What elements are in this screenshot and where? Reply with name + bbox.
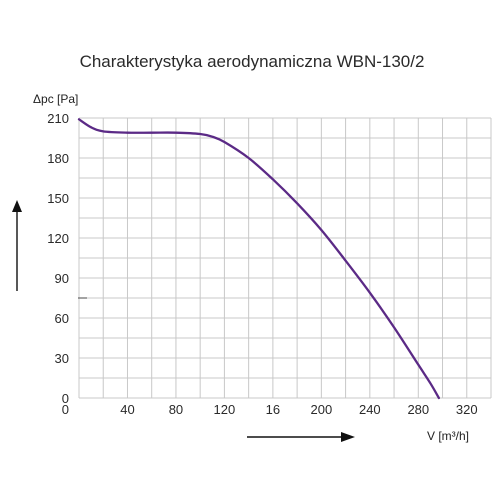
y-axis-label: Δpc [Pa] [33,92,78,106]
x-arrow-head [341,432,355,442]
y-arrow-head [12,200,22,212]
chart-title: Charakterystyka aerodynamiczna WBN-130/2 [80,52,425,71]
x-tick-labels: 0 40 80 120 16 200 240 280 320 [62,402,478,417]
y-tick-label: 90 [55,271,69,286]
grid [78,117,492,399]
y-tick-label: 180 [47,151,69,166]
series-line [77,118,441,400]
x-tick-label: 40 [120,402,134,417]
y-tick-labels: 0 30 60 90 120 150 180 210 [47,111,69,406]
series-layer [77,118,441,400]
y-tick-label: 210 [47,111,69,126]
x-tick-label: 280 [407,402,429,417]
x-tick-label: 240 [359,402,381,417]
x-tick-label: 0 [62,402,69,417]
y-tick-label: 150 [47,191,69,206]
x-tick-label: 200 [311,402,333,417]
x-tick-label: 16 [266,402,280,417]
y-tick-label: 60 [55,311,69,326]
y-direction-arrow [12,200,22,291]
x-tick-label: 80 [169,402,183,417]
y-tick-label: 120 [47,231,69,246]
y-tick-label: 30 [55,351,69,366]
x-tick-label: 120 [214,402,236,417]
y-tick-label: 0 [62,391,69,406]
x-direction-arrow [247,432,355,442]
x-axis-label: V [m³/h] [427,429,469,443]
x-tick-label: 320 [456,402,478,417]
